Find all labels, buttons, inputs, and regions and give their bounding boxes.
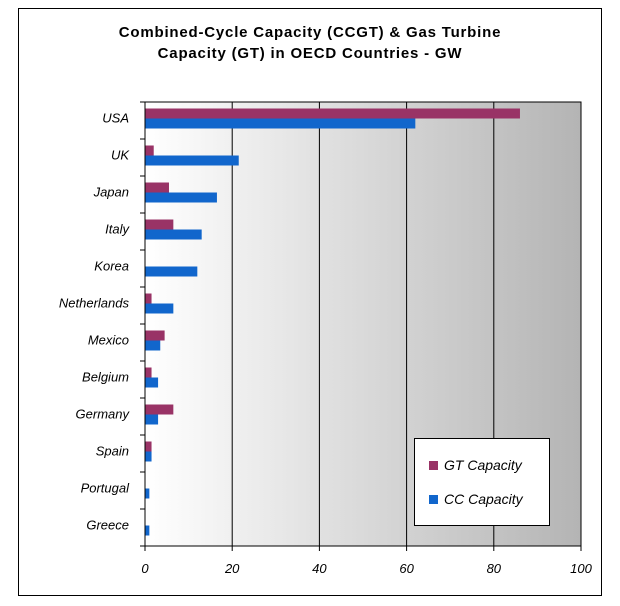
- bar-cc-italy: [145, 229, 202, 240]
- category-label-portugal: Portugal: [81, 481, 131, 496]
- bar-gt-mexico: [145, 330, 165, 341]
- bar-cc-japan: [145, 192, 217, 203]
- bar-gt-japan: [145, 182, 169, 193]
- x-tick-label-0: 0: [141, 561, 149, 576]
- chart-title-line-2: Capacity (GT) in OECD Countries - GW: [157, 45, 463, 62]
- category-label-usa: USA: [102, 111, 129, 126]
- axes: [140, 101, 582, 551]
- bar-cc-netherlands: [145, 303, 174, 314]
- legend-label-gt: GT Capacity: [444, 457, 522, 473]
- bar-gt-uk: [145, 145, 154, 156]
- category-label-spain: Spain: [96, 444, 129, 459]
- bar-cc-usa: [145, 118, 416, 129]
- bar-cc-mexico: [145, 340, 161, 351]
- category-labels: USA UK Japan Italy Korea Netherlands Mexico Bel…: [59, 111, 131, 533]
- category-label-italy: Italy: [105, 222, 130, 237]
- category-label-japan: Japan: [93, 185, 129, 200]
- bar-gt-spain: [145, 441, 152, 452]
- legend-item-gt: GT Capacity: [429, 457, 522, 473]
- legend-swatch-gt: [429, 460, 438, 470]
- legend-swatch-cc: [429, 494, 438, 504]
- bar-gt-belgium: [145, 367, 152, 378]
- bar-gt-netherlands: [145, 293, 152, 304]
- category-label-uk: UK: [111, 148, 130, 163]
- bar-cc-uk: [145, 155, 239, 166]
- category-label-mexico: Mexico: [88, 333, 129, 348]
- bar-gt-usa: [145, 108, 520, 119]
- bar-cc-portugal: [145, 488, 150, 499]
- category-label-belgium: Belgium: [82, 370, 129, 385]
- bar-cc-greece: [145, 525, 150, 536]
- category-label-germany: Germany: [76, 407, 131, 422]
- x-tick-label-60: 60: [399, 561, 414, 576]
- chart-title-line-1: Combined-Cycle Capacity (CCGT) & Gas Tur…: [118, 24, 502, 41]
- bar-gt-italy: [145, 219, 174, 230]
- x-tick-label-80: 80: [487, 561, 502, 576]
- tick-labels: 0 20 40 60 80 100: [141, 561, 592, 576]
- category-label-korea: Korea: [94, 259, 129, 274]
- bar-cc-germany: [145, 414, 159, 425]
- bars: [145, 108, 520, 536]
- bar-cc-spain: [145, 451, 152, 462]
- category-label-netherlands: Netherlands: [59, 296, 130, 311]
- gridlines: [231, 102, 495, 546]
- bar-cc-belgium: [145, 377, 159, 388]
- chart-title: Combined-Cycle Capacity (CCGT) & Gas Tur…: [0, 22, 620, 64]
- x-tick-label-20: 20: [224, 561, 240, 576]
- x-tick-label-100: 100: [570, 561, 592, 576]
- legend-item-cc: CC Capacity: [429, 491, 523, 507]
- bar-gt-germany: [145, 404, 174, 415]
- legend: GT Capacity CC Capacity: [414, 438, 550, 526]
- legend-label-cc: CC Capacity: [444, 491, 523, 507]
- category-label-greece: Greece: [86, 518, 129, 533]
- bar-cc-korea: [145, 266, 198, 277]
- x-tick-label-40: 40: [312, 561, 327, 576]
